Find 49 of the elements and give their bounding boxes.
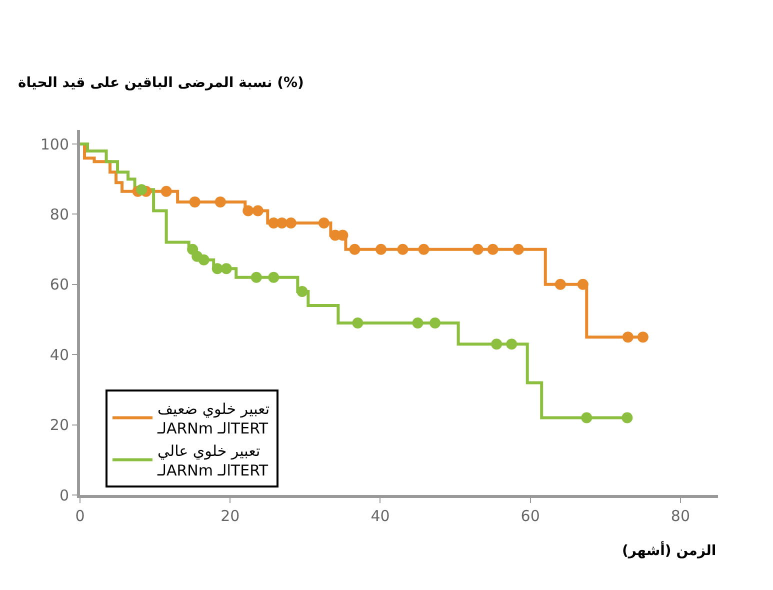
y-tick-label: 60 <box>50 276 69 294</box>
legend-label: تعبير خلوي ضعيف لـARNm الـTERT <box>156 400 270 438</box>
point <box>418 244 430 255</box>
point <box>512 244 524 255</box>
y-tick-label: 20 <box>50 416 69 434</box>
point <box>250 272 262 283</box>
point <box>412 318 424 329</box>
point <box>554 278 566 290</box>
y-tick-label: 100 <box>40 135 69 154</box>
point <box>268 272 280 283</box>
point <box>337 230 348 241</box>
x-tick-label: 20 <box>220 507 240 525</box>
x-tick-label: 60 <box>520 507 540 525</box>
point <box>375 244 386 255</box>
y-axis-title: نسبة المرضى الباقين على قيد الحياة (%) <box>18 75 304 91</box>
point <box>491 338 502 350</box>
legend-label: تعبير خلوي عالي لـARNm الـTERT <box>156 442 269 480</box>
point <box>506 338 518 350</box>
point <box>252 205 264 216</box>
point <box>622 332 634 343</box>
point <box>349 244 360 255</box>
point <box>577 278 588 290</box>
y-tick-label: 40 <box>50 346 69 364</box>
point <box>296 286 308 297</box>
point <box>285 218 296 228</box>
point <box>212 263 223 274</box>
point <box>242 205 254 216</box>
point <box>430 318 441 329</box>
point <box>622 412 633 424</box>
x-tick-label: 0 <box>75 507 85 525</box>
x-tick-label: 40 <box>370 507 390 525</box>
point <box>637 332 648 343</box>
point <box>581 412 592 424</box>
point <box>214 196 226 208</box>
point <box>136 184 148 196</box>
point <box>189 196 200 208</box>
point <box>472 244 484 255</box>
point <box>318 218 330 228</box>
y-tick-label: 80 <box>50 205 69 224</box>
point <box>160 186 172 197</box>
point <box>276 218 288 228</box>
x-axis-title: الزمن (أشهر) <box>622 541 716 559</box>
point <box>487 244 498 255</box>
y-tick-label: 0 <box>59 486 69 504</box>
point <box>198 254 210 266</box>
point <box>397 244 408 255</box>
x-tick-label: 80 <box>670 507 690 525</box>
point <box>220 263 232 274</box>
point <box>352 318 364 329</box>
